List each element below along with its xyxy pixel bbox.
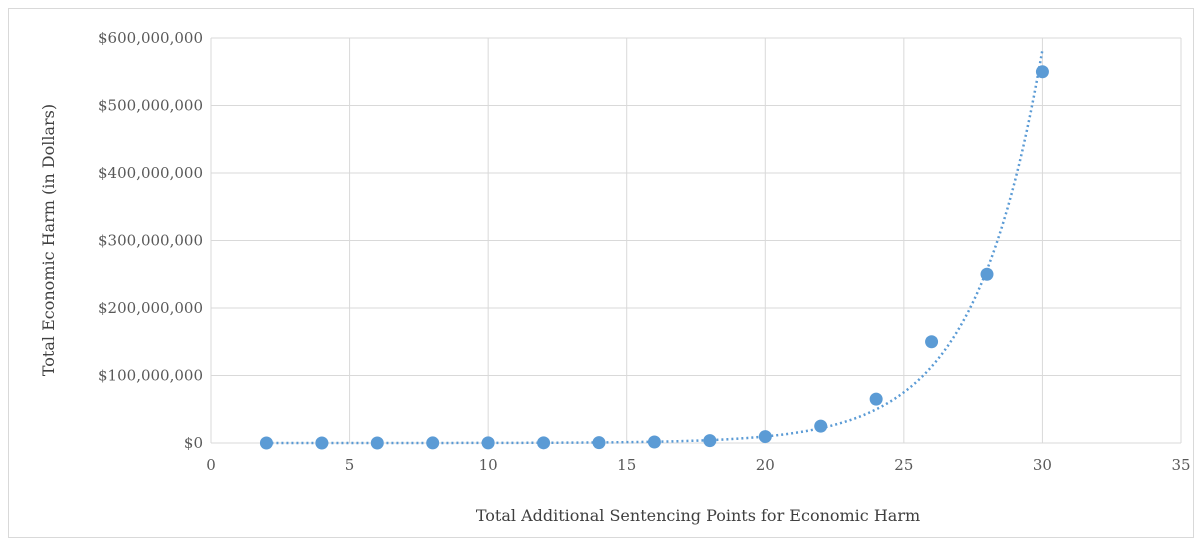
y-tick-label: $0 (184, 434, 203, 452)
y-tick-label: $200,000,000 (98, 299, 203, 317)
x-tick-label: 20 (756, 456, 775, 474)
x-tick-label: 5 (345, 456, 355, 474)
trendline-layer (266, 49, 1044, 445)
x-tick-label: 30 (1033, 456, 1052, 474)
data-point (537, 436, 551, 450)
y-tick-label: $400,000,000 (98, 164, 203, 182)
x-axis-title: Total Additional Sentencing Points for E… (476, 506, 920, 525)
y-axis-tick-labels: $0 $100,000,000 $200,000,000 $300,000,000 $4… (98, 29, 203, 452)
x-tick-label: 25 (894, 456, 913, 474)
grid (210, 37, 1182, 444)
data-point (925, 335, 939, 349)
x-axis-tick-labels: 0 5 10 15 20 25 30 35 (206, 456, 1190, 474)
data-point (1035, 65, 1049, 79)
chart-frame (8, 8, 1194, 538)
y-tick-label: $600,000,000 (98, 29, 203, 47)
y-axis-title: Total Economic Harm (in Dollars) (39, 104, 58, 376)
y-tick-label: $300,000,000 (98, 232, 203, 250)
data-points (259, 65, 1049, 450)
data-point (481, 436, 495, 450)
data-point (647, 435, 661, 449)
data-point (426, 436, 440, 450)
data-point (592, 436, 606, 450)
data-point (370, 436, 384, 450)
data-point (315, 436, 329, 450)
exponential-trendline (266, 49, 1044, 445)
data-point (758, 430, 772, 444)
data-point (703, 434, 717, 448)
x-tick-label: 35 (1171, 456, 1190, 474)
x-tick-label: 0 (206, 456, 216, 474)
x-tick-label: 10 (479, 456, 498, 474)
y-tick-label: $100,000,000 (98, 367, 203, 385)
x-tick-label: 15 (617, 456, 636, 474)
data-point (259, 436, 273, 450)
data-point (814, 419, 828, 433)
data-point (980, 267, 994, 281)
data-point (869, 392, 883, 406)
y-tick-label: $500,000,000 (98, 97, 203, 115)
